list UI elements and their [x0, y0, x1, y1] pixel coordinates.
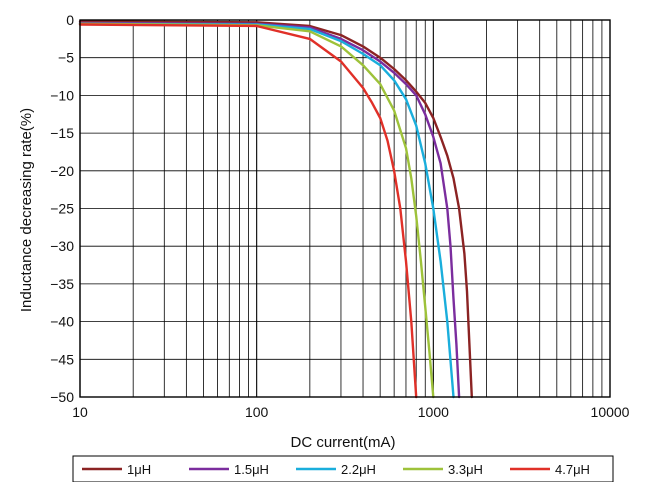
y-tick-label: −45 — [50, 351, 74, 367]
y-tick-label: −15 — [50, 125, 74, 141]
y-tick-label: 0 — [66, 12, 74, 28]
y-tick-label: −25 — [50, 201, 74, 217]
legend-label: 2.2μH — [341, 462, 376, 477]
legend: 1μH 1.5μH 2.2μH 3.3μH 4.7μH — [72, 455, 614, 482]
y-tick-label: −5 — [58, 50, 74, 66]
x-axis-label: DC current(mA) — [290, 434, 395, 451]
legend-label: 1.5μH — [234, 462, 269, 477]
x-tick-label: 10 — [72, 404, 88, 420]
series-line — [78, 21, 461, 399]
y-axis-label: Inductance decreasing rate(%) — [18, 108, 35, 312]
legend-label: 3.3μH — [448, 462, 483, 477]
y-tick-label: −40 — [50, 314, 74, 330]
tick-labels: 10 100 1000 10000 0 −5 −10 −15 −20 −25 −30 −35 −40 −4… — [50, 12, 629, 420]
y-tick-label: −10 — [50, 87, 74, 103]
series-line — [78, 22, 435, 399]
y-tick-label: −50 — [50, 389, 74, 405]
grid — [79, 19, 610, 398]
x-tick-label: 10000 — [591, 404, 630, 420]
legend-label: 4.7μH — [555, 462, 590, 477]
legend-label: 1μH — [127, 462, 151, 477]
plot-frame — [79, 19, 611, 398]
series-lines — [78, 20, 473, 399]
y-tick-label: −30 — [50, 238, 74, 254]
x-tick-label: 1000 — [418, 404, 449, 420]
series-line — [78, 23, 418, 399]
y-tick-label: −35 — [50, 276, 74, 292]
x-tick-label: 100 — [245, 404, 269, 420]
series-line — [78, 22, 455, 399]
y-tick-label: −20 — [50, 163, 74, 179]
series-line — [78, 20, 473, 399]
